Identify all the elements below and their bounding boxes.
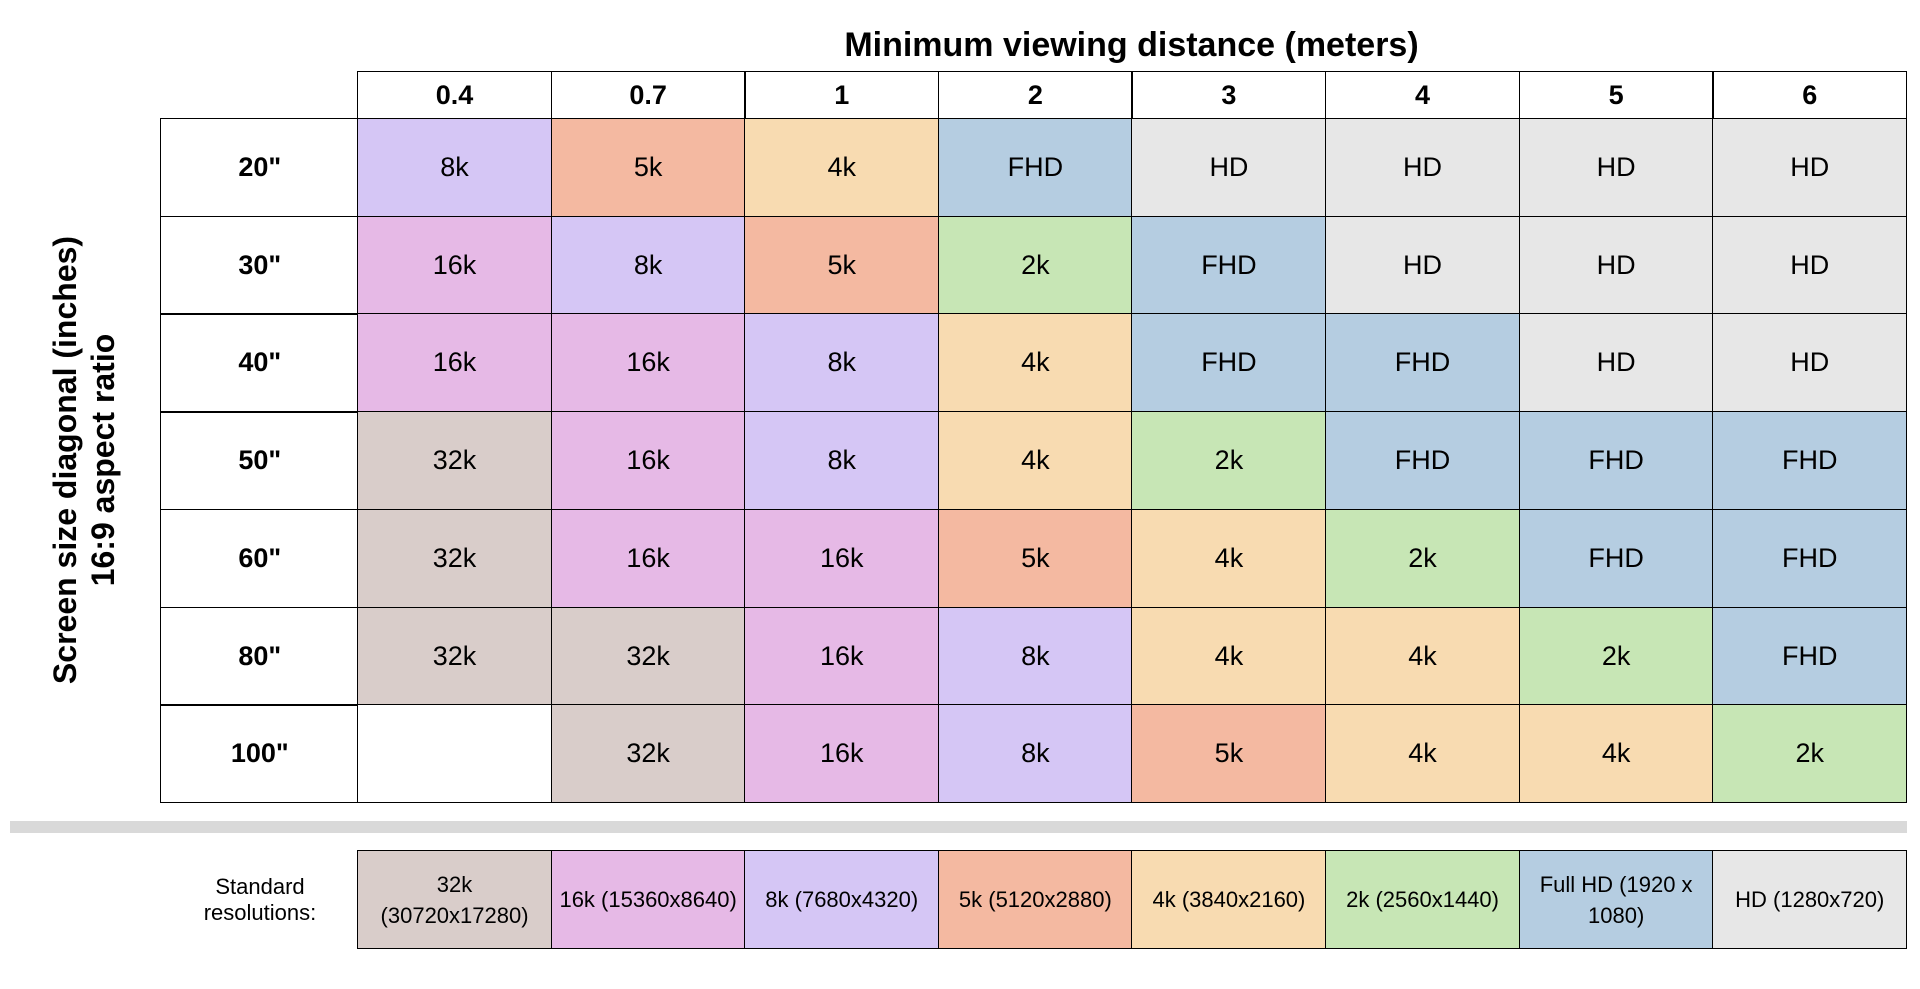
column-header: 4 <box>1325 71 1521 119</box>
legend-item: Full HD (1920 x 1080) <box>1518 850 1714 949</box>
table-cell: FHD <box>1131 313 1327 413</box>
table-cell: 16k <box>744 508 940 608</box>
table-cell: 16k <box>744 606 940 706</box>
table-cell: 4k <box>1131 606 1327 706</box>
table-cell: 8k <box>744 411 940 511</box>
table-cell: FHD <box>1325 411 1521 511</box>
table-cell: 2k <box>1712 704 1908 804</box>
table-cell: 4k <box>1131 508 1327 608</box>
table-cell: 8k <box>357 118 553 218</box>
table-cell: HD <box>1518 313 1714 413</box>
table-cell: 16k <box>550 411 746 511</box>
row-header: 60" <box>160 508 360 608</box>
row-header: 80" <box>160 606 360 706</box>
table-cell: 4k <box>1325 606 1521 706</box>
table-cell: 5k <box>550 118 746 218</box>
table-cell: 5k <box>937 508 1133 608</box>
table-cell: HD <box>1518 215 1714 315</box>
table-cell: FHD <box>1518 508 1714 608</box>
legend-item: 8k (7680x4320) <box>744 850 940 949</box>
row-header: 50" <box>160 411 360 511</box>
table-cell: HD <box>1712 215 1908 315</box>
table-cell: 8k <box>937 704 1133 804</box>
table-cell: HD <box>1518 118 1714 218</box>
table-cell: 4k <box>1325 704 1521 804</box>
legend-item: 5k (5120x2880) <box>937 850 1133 949</box>
table-cell: 5k <box>744 215 940 315</box>
column-header: 6 <box>1712 71 1908 119</box>
y-label-line: Screen size diagonal (inches) <box>47 235 83 685</box>
column-header: 1 <box>744 71 940 119</box>
table-cell: 16k <box>357 313 553 413</box>
column-header: 0.4 <box>357 71 553 119</box>
table-cell: FHD <box>1712 508 1908 608</box>
table-cell: HD <box>1325 118 1521 218</box>
table-cell: FHD <box>1712 606 1908 706</box>
table-cell: 16k <box>357 215 553 315</box>
table-cell: 8k <box>744 313 940 413</box>
row-header: 100" <box>160 704 360 804</box>
table-cell: 4k <box>1518 704 1714 804</box>
legend-item: 2k (2560x1440) <box>1325 850 1521 949</box>
row-header: 30" <box>160 215 360 315</box>
table-cell: 32k <box>357 508 553 608</box>
table-cell: HD <box>1325 215 1521 315</box>
table-cell: 8k <box>937 606 1133 706</box>
table-cell: 4k <box>937 313 1133 413</box>
table-cell: FHD <box>1325 313 1521 413</box>
table-cell: 32k <box>550 704 746 804</box>
y-axis-label: Screen size diagonal (inches) 16:9 aspec… <box>46 236 122 684</box>
separator <box>10 821 1907 833</box>
table-title: Minimum viewing distance (meters) <box>844 26 1419 64</box>
table-cell <box>357 704 553 804</box>
legend-label: Standard resolutions: <box>203 873 317 925</box>
table-cell: 32k <box>550 606 746 706</box>
table-cell: 4k <box>744 118 940 218</box>
table-cell: FHD <box>1131 215 1327 315</box>
table-cell: 16k <box>550 508 746 608</box>
table-cell: 4k <box>937 411 1133 511</box>
column-header: 2 <box>937 71 1133 119</box>
table-cell: FHD <box>1712 411 1908 511</box>
row-header: 40" <box>160 313 360 413</box>
legend-item: 4k (3840x2160) <box>1131 850 1327 949</box>
table-cell: 8k <box>550 215 746 315</box>
table-cell: HD <box>1712 313 1908 413</box>
table-cell: FHD <box>1518 411 1714 511</box>
table-cell: 2k <box>1325 508 1521 608</box>
table-cell: 2k <box>1131 411 1327 511</box>
table-cell: 32k <box>357 411 553 511</box>
table-cell: HD <box>1131 118 1327 218</box>
table-cell: 16k <box>744 704 940 804</box>
legend-item: HD (1280x720) <box>1712 850 1908 949</box>
column-header: 5 <box>1518 71 1714 119</box>
legend-item: 32k (30720x17280) <box>357 850 553 949</box>
column-header: 3 <box>1131 71 1327 119</box>
table-cell: 5k <box>1131 704 1327 804</box>
table-cell: 32k <box>357 606 553 706</box>
table-cell: FHD <box>937 118 1133 218</box>
y-label-line: 16:9 aspect ratio <box>85 333 121 587</box>
table-cell: HD <box>1712 118 1908 218</box>
table-cell: 16k <box>550 313 746 413</box>
table-cell: 2k <box>1518 606 1714 706</box>
column-header: 0.7 <box>550 71 746 119</box>
legend-item: 16k (15360x8640) <box>550 850 746 949</box>
row-header: 20" <box>160 118 360 218</box>
table-cell: 2k <box>937 215 1133 315</box>
